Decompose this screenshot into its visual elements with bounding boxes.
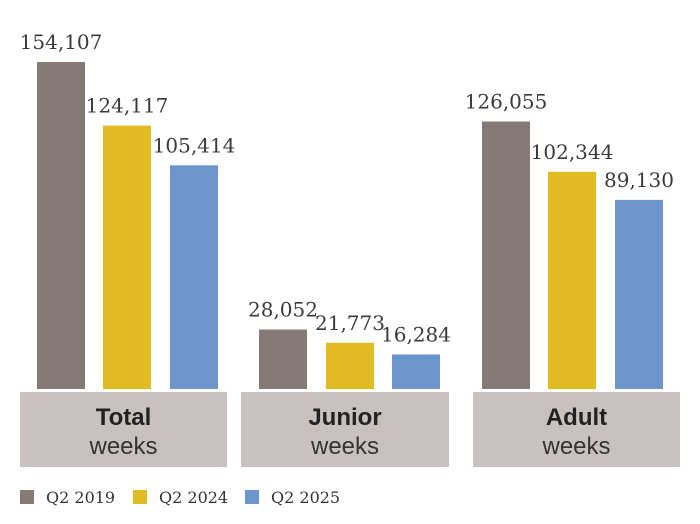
data-label: 124,117 — [86, 94, 169, 118]
category-title: Total — [96, 404, 152, 431]
category-band — [241, 392, 449, 467]
bar — [392, 354, 440, 389]
legend-label: Q2 2024 — [159, 488, 228, 507]
data-label: 16,284 — [381, 322, 451, 346]
bar — [37, 62, 85, 389]
legend-label: Q2 2019 — [46, 488, 115, 507]
data-label: 28,052 — [248, 297, 318, 321]
bar — [326, 342, 374, 389]
data-label: 21,773 — [315, 311, 385, 335]
legend-swatch — [133, 490, 147, 504]
data-label: 89,130 — [604, 168, 674, 192]
category-band — [20, 392, 227, 467]
data-label: 154,107 — [20, 30, 103, 54]
bar — [482, 121, 530, 389]
bar — [103, 125, 151, 389]
category-subtitle: weeks — [541, 433, 610, 460]
data-label: 126,055 — [465, 90, 548, 114]
bar — [170, 165, 218, 389]
category-subtitle: weeks — [88, 433, 157, 460]
data-label: 102,344 — [531, 140, 614, 164]
category-band — [473, 392, 680, 467]
legend-label: Q2 2025 — [271, 488, 340, 507]
bar — [615, 199, 663, 389]
legend-swatch — [20, 490, 34, 504]
bar — [259, 329, 307, 389]
category-subtitle: weeks — [310, 433, 379, 460]
category-title: Adult — [546, 404, 607, 431]
bar — [548, 171, 596, 389]
data-label: 105,414 — [153, 133, 236, 157]
legend-swatch — [245, 490, 259, 504]
category-title: Junior — [308, 404, 381, 431]
